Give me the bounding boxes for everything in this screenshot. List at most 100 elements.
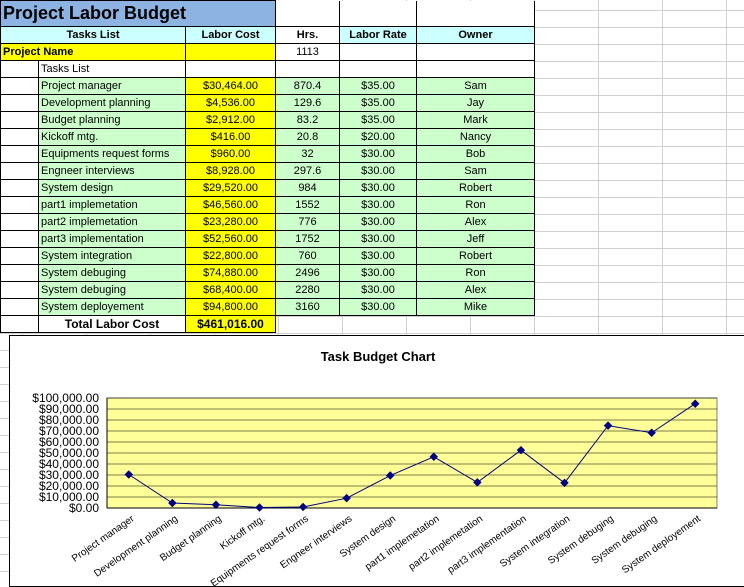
row-index-cell[interactable] <box>0 77 39 95</box>
data-point[interactable] <box>168 498 177 508</box>
header-hours[interactable]: Hrs. <box>275 26 340 44</box>
hours-cell[interactable]: 1552 <box>275 196 340 214</box>
row-index-cell[interactable] <box>0 111 39 129</box>
labor-cost-cell[interactable]: $30,464.00 <box>185 77 276 95</box>
tasks-list-label[interactable]: Tasks List <box>38 60 186 78</box>
labor-rate-cell[interactable]: $30.00 <box>339 145 417 163</box>
owner-cell[interactable]: Alex <box>416 213 535 231</box>
labor-cost-cell[interactable]: $46,560.00 <box>185 196 276 214</box>
labor-rate-cell[interactable]: $30.00 <box>339 281 417 299</box>
data-point[interactable] <box>385 471 395 480</box>
project-hours[interactable]: 1113 <box>275 43 340 61</box>
labor-cost-cell[interactable]: $4,536.00 <box>185 94 276 112</box>
hours-cell[interactable]: 20.8 <box>275 128 340 146</box>
owner-cell[interactable]: Ron <box>416 264 535 282</box>
hours-cell[interactable]: 83.2 <box>275 111 340 129</box>
task-name-cell[interactable]: Project manager <box>38 77 186 95</box>
labor-cost-cell[interactable]: $23,280.00 <box>185 213 276 231</box>
empty-cell[interactable] <box>0 315 39 333</box>
empty-cell[interactable] <box>0 60 39 78</box>
owner-cell[interactable]: Bob <box>416 145 535 163</box>
empty-cell[interactable] <box>185 43 276 61</box>
total-label[interactable]: Total Labor Cost <box>38 315 186 333</box>
hours-cell[interactable]: 2280 <box>275 281 340 299</box>
owner-cell[interactable]: Sam <box>416 162 535 180</box>
header-tasks[interactable]: Tasks List <box>0 26 186 44</box>
labor-rate-cell[interactable]: $30.00 <box>339 213 417 231</box>
data-point[interactable] <box>690 399 700 408</box>
task-name-cell[interactable]: System integration <box>38 247 186 265</box>
owner-cell[interactable]: Sam <box>416 77 535 95</box>
task-name-cell[interactable]: Engneer interviews <box>38 162 186 180</box>
owner-cell[interactable]: Jeff <box>416 230 535 248</box>
hours-cell[interactable]: 870.4 <box>275 77 340 95</box>
empty-cell[interactable] <box>416 43 535 61</box>
header-owner[interactable]: Owner <box>416 26 535 44</box>
hours-cell[interactable]: 760 <box>275 247 340 265</box>
owner-cell[interactable]: Jay <box>416 94 535 112</box>
hours-cell[interactable]: 32 <box>275 145 340 163</box>
data-point[interactable] <box>211 500 221 510</box>
owner-cell[interactable]: Alex <box>416 281 535 299</box>
row-index-cell[interactable] <box>0 196 39 214</box>
row-index-cell[interactable] <box>0 213 39 231</box>
labor-cost-cell[interactable]: $52,560.00 <box>185 230 276 248</box>
task-name-cell[interactable]: Development planning <box>38 94 186 112</box>
empty-cell[interactable] <box>339 0 417 27</box>
empty-cell[interactable] <box>275 0 340 27</box>
labor-rate-cell[interactable]: $20.00 <box>339 128 417 146</box>
labor-cost-cell[interactable]: $94,800.00 <box>185 298 276 316</box>
labor-rate-cell[interactable]: $35.00 <box>339 77 417 95</box>
row-index-cell[interactable] <box>0 128 39 146</box>
task-name-cell[interactable]: System debuging <box>38 281 186 299</box>
task-budget-chart[interactable]: Task Budget Chart $0.00 $10,000.00 $20,000… <box>9 335 744 587</box>
owner-cell[interactable]: Robert <box>416 247 535 265</box>
row-index-cell[interactable] <box>0 179 39 197</box>
labor-cost-cell[interactable]: $74,880.00 <box>185 264 276 282</box>
header-labor-cost[interactable]: Labor Cost <box>185 26 276 44</box>
row-index-cell[interactable] <box>0 281 39 299</box>
labor-rate-cell[interactable]: $35.00 <box>339 111 417 129</box>
owner-cell[interactable]: Nancy <box>416 128 535 146</box>
sheet-title[interactable]: Project Labor Budget <box>0 0 276 27</box>
labor-rate-cell[interactable]: $30.00 <box>339 179 417 197</box>
row-index-cell[interactable] <box>0 230 39 248</box>
row-index-cell[interactable] <box>0 298 39 316</box>
labor-rate-cell[interactable]: $30.00 <box>339 230 417 248</box>
data-point[interactable] <box>255 503 264 512</box>
empty-cell[interactable] <box>185 60 276 78</box>
header-labor-rate[interactable]: Labor Rate <box>339 26 417 44</box>
hours-cell[interactable]: 2496 <box>275 264 340 282</box>
task-name-cell[interactable]: part2 implemetation <box>38 213 186 231</box>
labor-rate-cell[interactable]: $30.00 <box>339 196 417 214</box>
data-point[interactable] <box>516 445 526 455</box>
owner-cell[interactable]: Mike <box>416 298 535 316</box>
labor-rate-cell[interactable]: $30.00 <box>339 264 417 282</box>
empty-cell[interactable] <box>416 0 535 27</box>
labor-cost-cell[interactable]: $416.00 <box>185 128 276 146</box>
project-name-label[interactable]: Project Name <box>0 43 186 61</box>
empty-cell[interactable] <box>339 43 417 61</box>
labor-cost-cell[interactable]: $2,912.00 <box>185 111 276 129</box>
owner-cell[interactable]: Mark <box>416 111 535 129</box>
data-point[interactable] <box>429 452 439 462</box>
labor-cost-cell[interactable]: $22,800.00 <box>185 247 276 265</box>
empty-cell[interactable] <box>339 60 417 78</box>
hours-cell[interactable]: 297.6 <box>275 162 340 180</box>
data-point[interactable] <box>473 478 482 487</box>
owner-cell[interactable]: Robert <box>416 179 535 197</box>
row-index-cell[interactable] <box>0 145 39 163</box>
labor-cost-cell[interactable]: $8,928.00 <box>185 162 276 180</box>
labor-cost-cell[interactable]: $29,520.00 <box>185 179 276 197</box>
hours-cell[interactable]: 984 <box>275 179 340 197</box>
labor-rate-cell[interactable]: $35.00 <box>339 94 417 112</box>
task-name-cell[interactable]: Budget planning <box>38 111 186 129</box>
labor-cost-cell[interactable]: $960.00 <box>185 145 276 163</box>
labor-cost-cell[interactable]: $68,400.00 <box>185 281 276 299</box>
hours-cell[interactable]: 3160 <box>275 298 340 316</box>
labor-rate-cell[interactable]: $30.00 <box>339 298 417 316</box>
hours-cell[interactable]: 129.6 <box>275 94 340 112</box>
data-point[interactable] <box>124 470 134 479</box>
task-name-cell[interactable]: System debuging <box>38 264 186 282</box>
task-name-cell[interactable]: Equipments request forms <box>38 145 186 163</box>
